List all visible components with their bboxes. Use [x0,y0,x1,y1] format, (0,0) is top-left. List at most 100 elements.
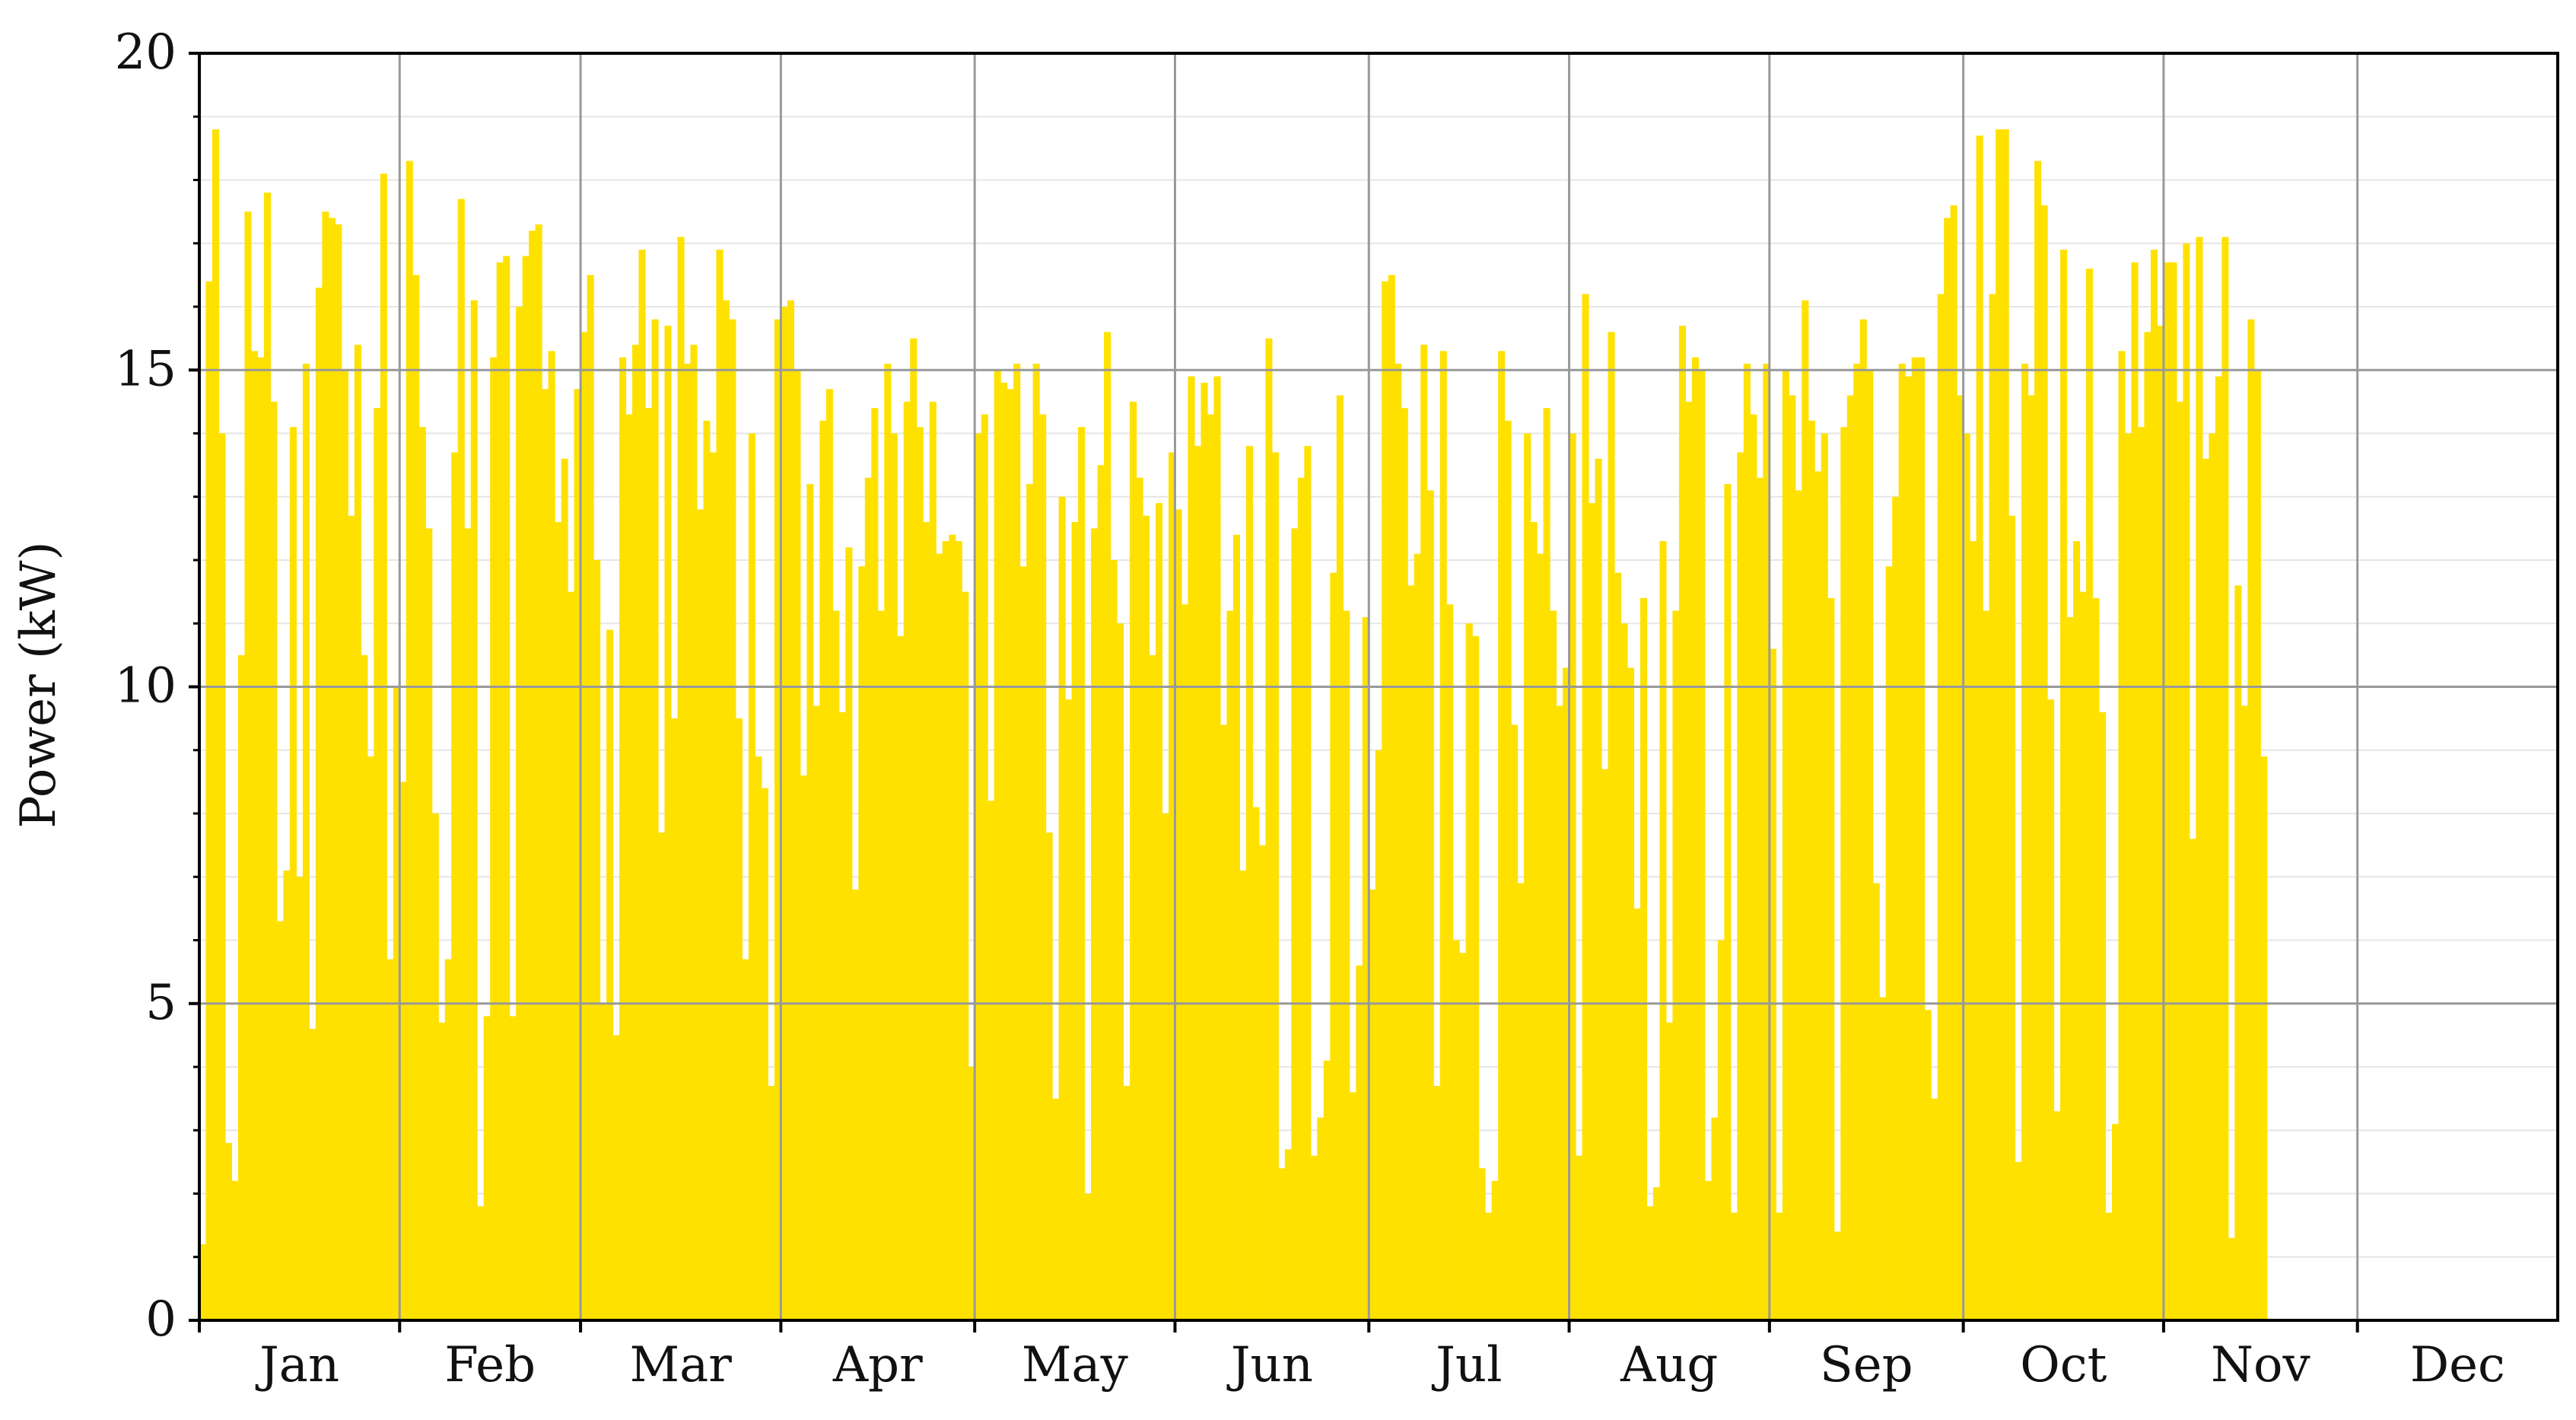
bar [1776,1212,1783,1320]
bar [1201,382,1208,1320]
bar [2002,129,2009,1320]
bar [606,629,614,1320]
bar [929,401,937,1320]
bar [231,1180,239,1320]
bar [244,212,252,1320]
bar [1491,1180,1499,1320]
bar [399,782,407,1320]
bar [2131,262,2139,1321]
bar [975,433,982,1320]
x-tick-label: Feb [444,1337,536,1393]
bar [1833,1231,1841,1320]
bar [1278,1168,1286,1320]
bar [1485,1212,1493,1320]
bar [2118,351,2126,1320]
bar [1976,135,1983,1321]
bar [2247,319,2255,1320]
y-tick-label: 20 [115,24,177,81]
bar [871,408,879,1321]
bar [1537,553,1544,1320]
bar [1691,357,1700,1321]
bar [490,357,498,1321]
bar [619,357,627,1321]
bar [1426,490,1434,1320]
bar [1589,503,1596,1321]
y-axis-label: Power (kW) [11,541,67,828]
y-tick-label: 0 [145,1291,177,1348]
bar [1194,446,1202,1320]
bar [832,610,840,1320]
y-tick-labels: 0 5 10 15 20 [115,24,177,1348]
bar [1097,465,1105,1320]
bar [315,288,323,1320]
bar [2137,427,2145,1320]
bar [1756,477,1763,1320]
bar [516,307,523,1320]
bar [367,756,374,1320]
bar-series [199,129,2268,1321]
bar [735,718,743,1320]
bar [418,427,426,1320]
bar [2047,699,2055,1320]
bar [612,1035,620,1320]
bar [322,212,329,1320]
bar [438,1022,446,1320]
bar [1646,1206,1654,1320]
x-tick-label: Nov [2211,1337,2310,1393]
bar [1414,553,1421,1320]
y-tick-label: 15 [115,341,177,397]
bar [1407,585,1415,1320]
bar [431,813,439,1320]
bar [1996,129,2003,1320]
bar [1000,382,1008,1320]
major-gridlines [199,53,2558,1320]
bar [296,877,304,1320]
bar [1401,408,1408,1321]
bar [813,705,820,1320]
bar [574,389,581,1321]
bar [755,756,762,1320]
bar [793,370,801,1320]
bar [568,591,575,1320]
bar [483,1016,491,1320]
bar [509,1016,517,1320]
bar [1620,623,1628,1320]
bar [1846,395,1854,1320]
bar [1743,363,1751,1320]
bar [1143,515,1150,1320]
bar [1420,344,1428,1321]
bar [838,712,846,1320]
bar [768,1085,775,1320]
bar [1517,883,1525,1320]
bar [1840,427,1848,1320]
bar [2183,243,2190,1320]
bar [224,1142,233,1320]
bar [503,256,510,1320]
bar [1065,699,1073,1320]
bar [2189,839,2196,1320]
bar [1511,724,1519,1320]
bar [1983,610,1990,1320]
bar [1459,953,1467,1320]
bar [709,452,717,1320]
bar [1330,572,1337,1320]
bar [742,959,749,1320]
bar [2092,597,2100,1320]
bar [2202,458,2209,1320]
bar [1291,528,1299,1320]
bar [1724,484,1732,1320]
bar [2021,363,2029,1320]
bar [1563,667,1570,1320]
bar [845,547,853,1320]
bar [748,433,756,1320]
x-tick-label: Jun [1226,1337,1313,1393]
bar [457,199,465,1321]
bar [1123,1085,1131,1320]
bar [1678,325,1687,1321]
bar [2228,1237,2235,1320]
bar [2144,332,2151,1320]
bar [729,319,736,1320]
bar [1704,1180,1712,1320]
bar [1310,1155,1318,1320]
bar [1258,845,1266,1320]
